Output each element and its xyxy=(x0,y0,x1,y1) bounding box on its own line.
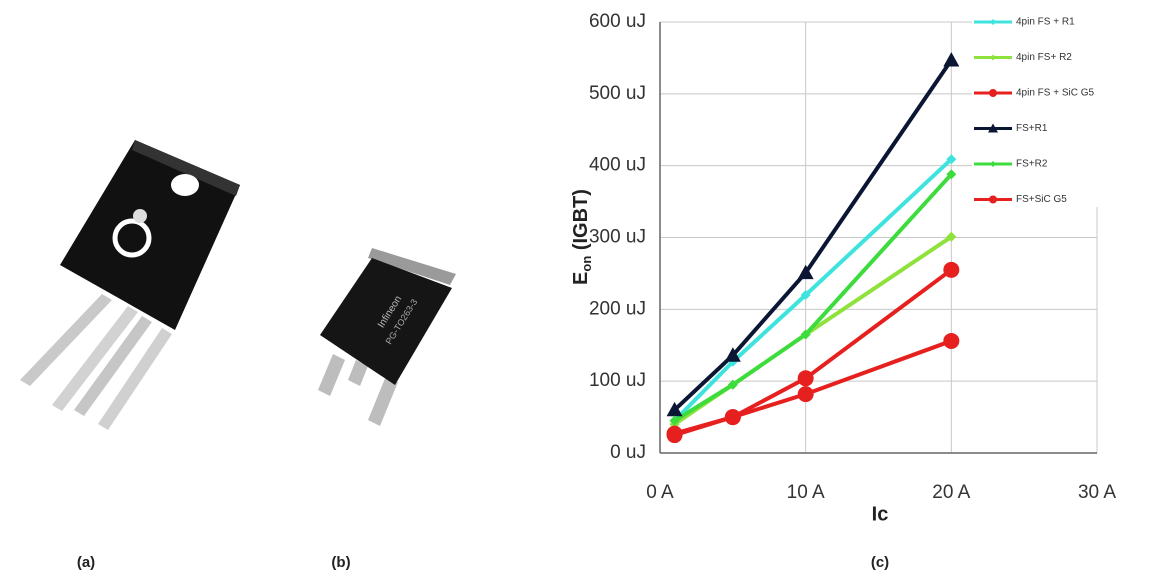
legend-label: 4pin FS + SiC G5 xyxy=(1016,88,1095,99)
caption: (a) xyxy=(77,554,95,571)
y-tick-label: 600 uJ xyxy=(589,11,646,32)
marker xyxy=(943,332,960,349)
legend-label: 4pin FS+ R2 xyxy=(1016,52,1072,63)
marker xyxy=(800,289,811,300)
series-line xyxy=(674,339,953,436)
marker xyxy=(946,169,957,180)
mounting-hole xyxy=(171,174,199,196)
legend-label: FS+SiC G5 xyxy=(1016,194,1067,205)
y-tick-label: 100 uJ xyxy=(589,370,646,391)
package-edge xyxy=(132,140,240,196)
marker xyxy=(800,329,811,340)
lead xyxy=(20,294,112,386)
lead xyxy=(52,306,138,411)
package-body xyxy=(320,258,452,385)
y-label-sub: on xyxy=(579,256,594,272)
marker xyxy=(727,379,738,390)
package-b: Infineon PG-TO263-3 xyxy=(318,248,456,426)
marker xyxy=(990,54,996,61)
x-tick-label: 30 A xyxy=(1078,482,1116,503)
marker xyxy=(990,161,996,167)
lead xyxy=(98,328,172,430)
marker xyxy=(669,415,680,426)
marker xyxy=(988,123,998,133)
y-tick-label: 200 uJ xyxy=(589,298,646,319)
series-line xyxy=(673,58,953,412)
marker xyxy=(797,370,814,387)
marker xyxy=(943,261,960,278)
x-axis-label: Ic xyxy=(872,503,889,525)
logo xyxy=(112,218,152,258)
marker xyxy=(946,231,957,242)
legend-box xyxy=(972,12,1122,207)
lead xyxy=(318,354,345,396)
metal-tab xyxy=(368,248,456,285)
y-tick-label: 400 uJ xyxy=(589,155,646,176)
legend-label: FS+R1 xyxy=(1016,123,1048,134)
y-tick-label: 300 uJ xyxy=(589,227,646,248)
marker xyxy=(989,195,997,204)
marker xyxy=(989,89,997,97)
marker xyxy=(666,401,683,417)
marker xyxy=(943,52,960,67)
legend-label: 4pin FS + R1 xyxy=(1016,17,1075,28)
caption: (b) xyxy=(331,554,350,571)
y-label-rest: (IGBT) xyxy=(570,189,592,256)
y-tick-label: 500 uJ xyxy=(589,83,646,104)
x-tick-label: 0 A xyxy=(646,482,674,503)
y-axis-label: Eon (IGBT) xyxy=(570,189,594,285)
marker xyxy=(666,427,683,444)
y-label-main: E xyxy=(570,272,592,285)
marker xyxy=(946,154,957,165)
caption: (c) xyxy=(871,554,889,571)
y-tick-label: 0 uJ xyxy=(610,442,646,463)
logo-dot xyxy=(133,209,147,223)
chart: Eon (IGBT) Ic 0 uJ 100 uJ 200 uJ 300 uJ 400 … xyxy=(570,11,1122,525)
series-line xyxy=(673,268,953,437)
marker xyxy=(797,386,814,403)
series-line xyxy=(673,157,953,423)
marker xyxy=(797,264,814,280)
lead xyxy=(74,316,152,416)
package-a xyxy=(20,140,240,430)
lead xyxy=(368,376,398,426)
marker xyxy=(724,409,741,426)
legend-label: FS+R2 xyxy=(1016,159,1048,170)
x-tick-label: 10 A xyxy=(787,482,825,503)
series-line xyxy=(673,172,953,423)
x-tick-label: 20 A xyxy=(932,482,970,503)
lead xyxy=(348,360,368,386)
marker xyxy=(724,347,741,362)
marker xyxy=(990,19,996,25)
